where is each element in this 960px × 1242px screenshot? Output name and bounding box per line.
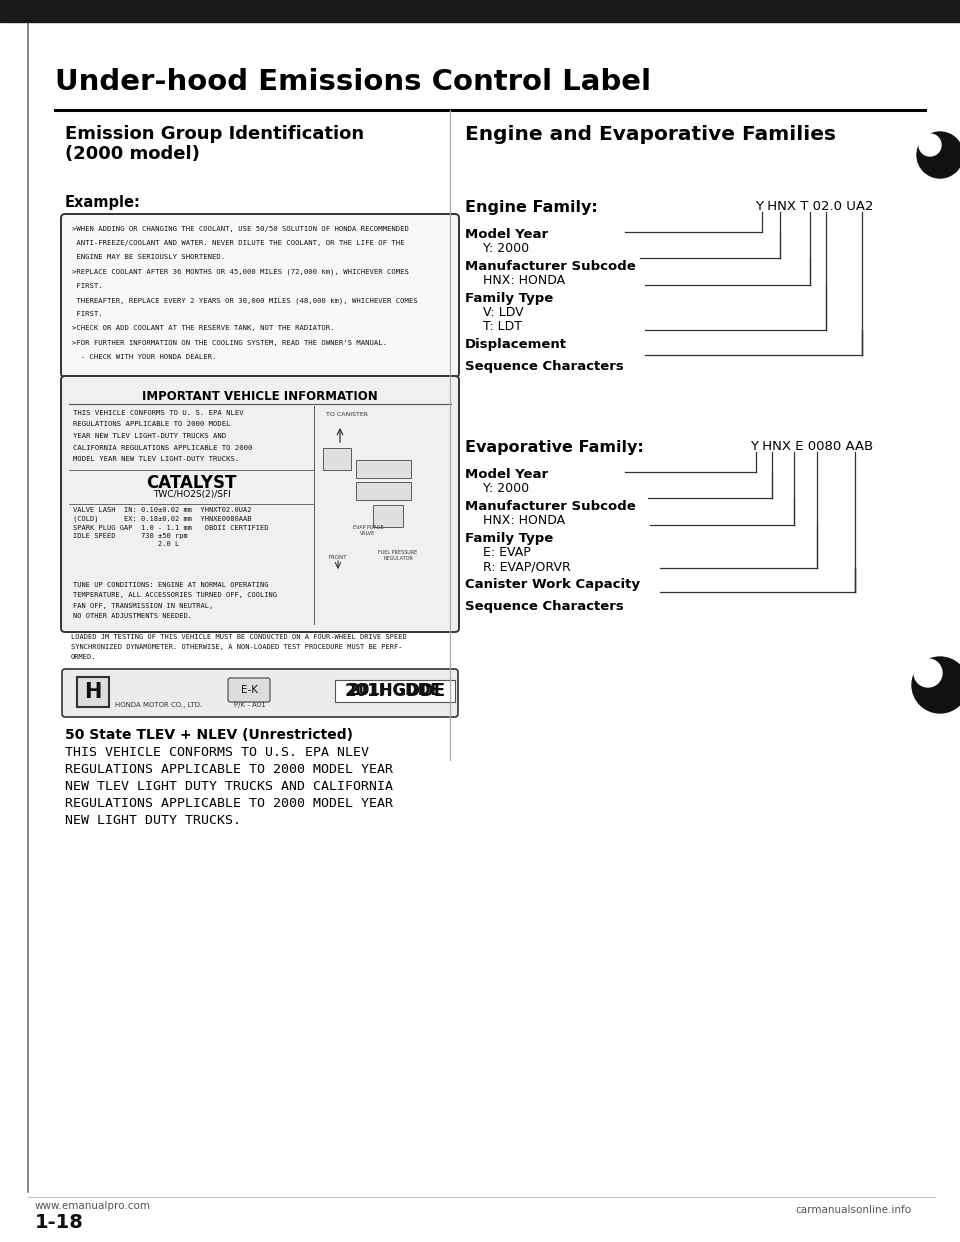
Text: Emission Group Identification: Emission Group Identification	[65, 125, 364, 143]
Text: Y HNX T 02.0 UA2: Y HNX T 02.0 UA2	[755, 200, 874, 212]
Text: CALIFORNIA REGULATIONS APPLICABLE TO 2000: CALIFORNIA REGULATIONS APPLICABLE TO 200…	[73, 445, 252, 451]
Circle shape	[919, 134, 941, 156]
Text: HNX: HONDA: HNX: HONDA	[483, 274, 565, 287]
Bar	[356, 482, 411, 501]
Circle shape	[917, 132, 960, 178]
Text: >FOR FURTHER INFORMATION ON THE COOLING SYSTEM, READ THE OWNER'S MANUAL.: >FOR FURTHER INFORMATION ON THE COOLING …	[72, 339, 387, 345]
Text: EVAP PURGE
VALVE: EVAP PURGE VALVE	[352, 525, 383, 535]
Text: E: EVAP: E: EVAP	[483, 546, 531, 559]
Bar	[356, 460, 411, 478]
Text: (2000 model): (2000 model)	[65, 145, 200, 163]
Text: YEAR NEW TLEV LIGHT-DUTY TRUCKS AND: YEAR NEW TLEV LIGHT-DUTY TRUCKS AND	[73, 433, 227, 438]
Text: TUNE UP CONDITIONS: ENGINE AT NORMAL OPERATING: TUNE UP CONDITIONS: ENGINE AT NORMAL OPE…	[73, 582, 269, 587]
Text: >CHECK OR ADD COOLANT AT THE RESERVE TANK, NOT THE RADIATOR.: >CHECK OR ADD COOLANT AT THE RESERVE TAN…	[72, 325, 334, 332]
Text: Y: 2000: Y: 2000	[483, 242, 529, 255]
Text: Displacement: Displacement	[465, 338, 567, 351]
FancyBboxPatch shape	[61, 376, 459, 632]
FancyBboxPatch shape	[228, 678, 270, 702]
Text: LOADED JM TESTING OF THIS VEHICLE MUST BE CONDUCTED ON A FOUR-WHEEL DRIVE SPEED: LOADED JM TESTING OF THIS VEHICLE MUST B…	[71, 633, 407, 640]
Text: REGULATIONS APPLICABLE TO 2000 MODEL YEAR: REGULATIONS APPLICABLE TO 2000 MODEL YEA…	[65, 763, 393, 776]
Text: E-K: E-K	[241, 686, 257, 696]
Text: REGULATIONS APPLICABLE TO 2000 MODEL: REGULATIONS APPLICABLE TO 2000 MODEL	[73, 421, 230, 427]
Bar	[0, 0, 960, 22]
Text: Model Year: Model Year	[465, 468, 548, 481]
Text: ENGINE MAY BE SERIOUSLY SHORTENED.: ENGINE MAY BE SERIOUSLY SHORTENED.	[72, 255, 226, 261]
Text: 201HGDDE: 201HGDDE	[348, 683, 442, 698]
Text: NO OTHER ADJUSTMENTS NEEDED.: NO OTHER ADJUSTMENTS NEEDED.	[73, 614, 192, 620]
Text: THEREAFTER, REPLACE EVERY 2 YEARS OR 30,000 MILES (48,000 km), WHICHEVER COMES: THEREAFTER, REPLACE EVERY 2 YEARS OR 30,…	[72, 297, 418, 303]
Text: TWC/HO2S(2)/SFI: TWC/HO2S(2)/SFI	[153, 491, 230, 499]
FancyBboxPatch shape	[61, 214, 459, 378]
Text: Manufacturer Subcode: Manufacturer Subcode	[465, 260, 636, 273]
Text: Sequence Characters: Sequence Characters	[465, 360, 624, 373]
Circle shape	[912, 657, 960, 713]
Text: TEMPERATURE, ALL ACCESSORIES TURNED OFF, COOLING: TEMPERATURE, ALL ACCESSORIES TURNED OFF,…	[73, 592, 277, 599]
Text: FAN OFF, TRANSMISSION IN NEUTRAL,: FAN OFF, TRANSMISSION IN NEUTRAL,	[73, 604, 213, 609]
Text: VALVE LASH  IN: 0.10±0.02 mm  YHNXT02.0UA2
(COLD)      EX: 0.18±0.02 mm  YHNXE00: VALVE LASH IN: 0.10±0.02 mm YHNXT02.0UA2…	[73, 507, 269, 548]
Text: Under-hood Emissions Control Label: Under-hood Emissions Control Label	[55, 68, 651, 96]
Text: HONDA MOTOR CO., LTD.: HONDA MOTOR CO., LTD.	[115, 702, 203, 708]
Text: Family Type: Family Type	[465, 292, 553, 306]
Text: Sequence Characters: Sequence Characters	[465, 600, 624, 614]
Text: Evaporative Family:: Evaporative Family:	[465, 440, 644, 455]
Text: V: LDV: V: LDV	[483, 306, 523, 319]
Text: Family Type: Family Type	[465, 532, 553, 545]
Text: H: H	[84, 682, 102, 702]
Text: FIRST.: FIRST.	[72, 312, 103, 317]
Text: Engine Family:: Engine Family:	[465, 200, 598, 215]
Text: 50 State TLEV + NLEV (Unrestricted): 50 State TLEV + NLEV (Unrestricted)	[65, 728, 353, 741]
Text: - CHECK WITH YOUR HONDA DEALER.: - CHECK WITH YOUR HONDA DEALER.	[72, 354, 216, 360]
Text: THIS VEHICLE CONFORMS TO U. S. EPA NLEV: THIS VEHICLE CONFORMS TO U. S. EPA NLEV	[73, 410, 244, 416]
FancyBboxPatch shape	[62, 669, 458, 717]
Text: THIS VEHICLE CONFORMS TO U.S. EPA NLEV: THIS VEHICLE CONFORMS TO U.S. EPA NLEV	[65, 746, 369, 759]
Text: MODEL YEAR NEW TLEV LIGHT-DUTY TRUCKS.: MODEL YEAR NEW TLEV LIGHT-DUTY TRUCKS.	[73, 456, 239, 462]
Text: IMPORTANT VEHICLE INFORMATION: IMPORTANT VEHICLE INFORMATION	[142, 390, 378, 402]
Bar	[77, 677, 109, 707]
Text: 201HGDDE: 201HGDDE	[345, 682, 446, 700]
Text: T: LDT: T: LDT	[483, 320, 522, 333]
Text: FUEL PRESSURE
REGULATOR: FUEL PRESSURE REGULATOR	[378, 550, 418, 561]
Text: Manufacturer Subcode: Manufacturer Subcode	[465, 501, 636, 513]
Text: carmanualsonline.info: carmanualsonline.info	[795, 1205, 911, 1215]
Text: REGULATIONS APPLICABLE TO 2000 MODEL YEAR: REGULATIONS APPLICABLE TO 2000 MODEL YEA…	[65, 797, 393, 810]
Text: Engine and Evaporative Families: Engine and Evaporative Families	[465, 125, 836, 144]
Text: www.emanualpro.com: www.emanualpro.com	[35, 1201, 151, 1211]
Bar	[335, 681, 455, 702]
Text: Canister Work Capacity: Canister Work Capacity	[465, 578, 640, 591]
Text: P/K - A01: P/K - A01	[234, 702, 266, 708]
Text: Y: 2000: Y: 2000	[483, 482, 529, 496]
Circle shape	[914, 660, 942, 687]
Bar	[323, 448, 351, 469]
Text: >WHEN ADDING OR CHANGING THE COOLANT, USE 50/50 SOLUTION OF HONDA RECOMMENDED: >WHEN ADDING OR CHANGING THE COOLANT, US…	[72, 226, 409, 232]
Text: NEW TLEV LIGHT DUTY TRUCKS AND CALIFORNIA: NEW TLEV LIGHT DUTY TRUCKS AND CALIFORNI…	[65, 780, 393, 792]
Text: TO CANISTER: TO CANISTER	[326, 412, 368, 417]
Text: Model Year: Model Year	[465, 229, 548, 241]
Text: FIRST.: FIRST.	[72, 283, 103, 289]
Text: FRONT: FRONT	[328, 555, 348, 560]
Text: ANTI-FREEZE/COOLANT AND WATER. NEVER DILUTE THE COOLANT, OR THE LIFE OF THE: ANTI-FREEZE/COOLANT AND WATER. NEVER DIL…	[72, 240, 404, 246]
Bar	[373, 505, 403, 527]
Text: R: EVAP/ORVR: R: EVAP/ORVR	[483, 560, 571, 573]
Text: >REPLACE COOLANT AFTER 36 MONTHS OR 45,000 MILES (72,000 km), WHICHEVER COMES: >REPLACE COOLANT AFTER 36 MONTHS OR 45,0…	[72, 268, 409, 274]
Text: NEW LIGHT DUTY TRUCKS.: NEW LIGHT DUTY TRUCKS.	[65, 814, 241, 827]
Text: Example:: Example:	[65, 195, 141, 210]
Text: SYNCHRONIZED DYNAMOMETER. OTHERWISE, A NON-LOADED TEST PROCEDURE MUST BE PERF-: SYNCHRONIZED DYNAMOMETER. OTHERWISE, A N…	[71, 645, 402, 650]
Text: HNX: HONDA: HNX: HONDA	[483, 514, 565, 527]
Text: Y HNX E 0080 AAB: Y HNX E 0080 AAB	[750, 440, 874, 453]
Text: CATALYST: CATALYST	[146, 474, 237, 492]
Text: 1-18: 1-18	[35, 1213, 84, 1232]
Text: ORMED.: ORMED.	[71, 655, 97, 660]
